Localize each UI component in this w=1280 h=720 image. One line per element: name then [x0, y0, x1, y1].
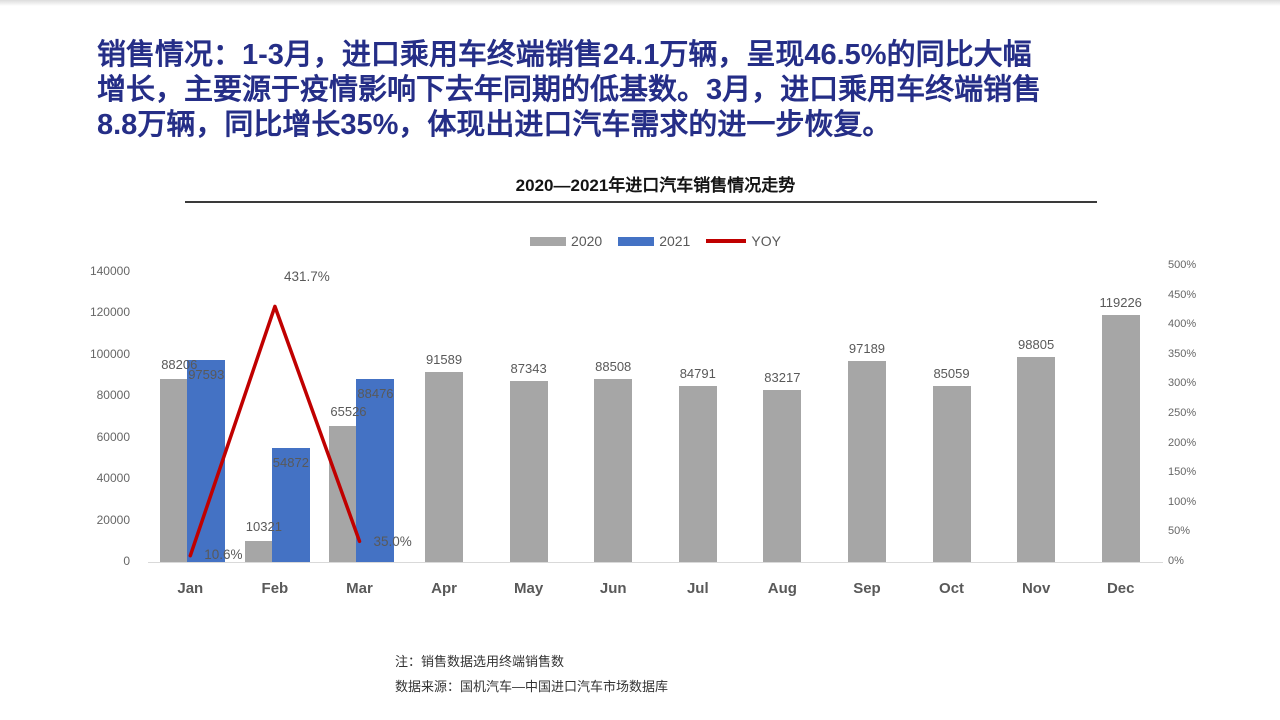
y-axis-tick-80000: 80000: [96, 388, 130, 403]
slide-top-shadow: [0, 0, 1280, 6]
headline-line-3: 8.8万辆，同比增长35%，体现出进口汽车需求的进一步恢复。: [97, 109, 892, 141]
bar-2020-jun: [594, 379, 633, 562]
x-axis-label-feb: Feb: [261, 580, 289, 597]
y2-axis-tick-250%: 250%: [1168, 407, 1197, 419]
bar-label-2021-jan: 97593: [188, 367, 225, 382]
bar-2020-jul: [678, 386, 717, 562]
y2-axis-tick-300%: 300%: [1168, 377, 1197, 390]
y2-axis-tick-150%: 150%: [1168, 466, 1197, 479]
legend-swatch-2021: [618, 236, 655, 246]
y-axis-tick-60000: 60000: [96, 429, 130, 444]
legend-item-2021: 2021: [618, 233, 690, 249]
headline-line-1: 销售情况：1-3月，进口乘用车终端销售24.1万辆，呈现46.5%的同比大幅: [97, 39, 1032, 71]
title-underline: [185, 201, 1097, 203]
bar-label-2020-nov: 98805: [1018, 337, 1055, 352]
y-axis-tick-40000: 40000: [96, 471, 130, 486]
bar-label-2020-sep: 97189: [848, 341, 886, 356]
x-axis-line: [148, 562, 1163, 563]
x-axis-label-sep: Sep: [853, 580, 881, 597]
bar-label-2020-oct: 85059: [933, 366, 970, 381]
legend-swatch-2020: [530, 236, 567, 246]
bar-label-2021-mar: 88476: [357, 386, 394, 401]
footnote-2: 数据来源：国机汽车—中国进口汽车市场数据库: [395, 679, 669, 694]
y2-axis-tick-450%: 450%: [1168, 288, 1197, 301]
y2-axis-tick-50%: 50%: [1168, 525, 1191, 538]
legend-label-2020: 2020: [571, 233, 603, 249]
y-axis-tick-100000: 100000: [89, 346, 130, 361]
yoy-label-feb: 431.7%: [283, 269, 330, 285]
legend-label-2021: 2021: [659, 233, 691, 249]
bar-label-2020-jun: 88508: [595, 359, 632, 374]
x-axis-label-apr: Apr: [431, 580, 457, 597]
y2-axis-tick-500%: 500%: [1168, 259, 1197, 271]
bar-label-2020-mar: 65526: [330, 404, 367, 419]
bar-label-2020-aug: 83217: [764, 370, 801, 385]
x-axis-label-mar: Mar: [346, 580, 373, 597]
x-axis-label-jun: Jun: [599, 580, 627, 597]
y2-axis-tick-400%: 400%: [1168, 318, 1197, 331]
x-axis-label-jan: Jan: [177, 580, 204, 597]
bar-2020-apr: [425, 372, 464, 562]
bar-label-2020-jul: 84791: [679, 366, 716, 381]
yoy-label-mar: 35.0%: [373, 534, 412, 550]
bar-2021-jan: [187, 360, 226, 562]
legend-line-yoy: [706, 239, 747, 243]
legend-label-yoy: YOY: [751, 233, 781, 249]
bar-2020-dec: [1101, 315, 1140, 562]
x-axis-label-jul: Jul: [686, 580, 709, 597]
x-axis-label-aug: Aug: [767, 580, 797, 597]
bar-2020-may: [509, 381, 548, 562]
x-axis-label-may: May: [514, 580, 544, 597]
bar-2020-nov: [1017, 357, 1056, 562]
bar-2020-aug: [763, 390, 802, 562]
y-axis-tick-140000: 140000: [89, 264, 130, 278]
y2-axis-tick-0%: 0%: [1168, 555, 1184, 567]
y-axis-tick-0: 0: [123, 554, 130, 568]
x-axis-label-nov: Nov: [1021, 580, 1051, 597]
y2-axis-tick-100%: 100%: [1168, 495, 1197, 508]
bar-label-2020-jan: 88206: [161, 357, 198, 372]
y2-axis-tick-200%: 200%: [1168, 436, 1197, 449]
bar-label-2021-feb: 54872: [272, 455, 309, 470]
bar-2021-mar: [356, 379, 395, 562]
bar-label-2020-feb: 10321: [245, 519, 282, 534]
bar-2020-oct: [932, 386, 971, 562]
x-axis-label-dec: Dec: [1106, 580, 1135, 597]
yoy-label-jan: 10.6%: [204, 546, 243, 562]
chart-legend: 2020 2021 YOY: [148, 233, 1163, 249]
headline: 销售情况：1-3月，进口乘用车终端销售24.1万辆，呈现46.5%的同比大幅 增…: [97, 38, 1202, 143]
chart-title: 2020—2021年进口汽车销售情况走势: [515, 176, 796, 195]
footnote-1: 注：销售数据选用终端销售数: [395, 654, 565, 669]
y-axis-tick-20000: 20000: [96, 512, 130, 527]
headline-line-2: 增长，主要源于疫情影响下去年同期的低基数。3月，进口乘用车终端销售: [97, 74, 1042, 106]
bar-label-2020-apr: 91589: [425, 352, 463, 367]
bar-label-2020-dec: 119226: [1099, 295, 1142, 310]
x-axis-label-oct: Oct: [939, 580, 965, 597]
y-axis-tick-120000: 120000: [89, 305, 130, 320]
bar-2020-sep: [847, 361, 886, 562]
legend-item-2020: 2020: [530, 233, 602, 249]
bar-label-2020-may: 87343: [510, 361, 547, 376]
y2-axis-tick-350%: 350%: [1168, 347, 1197, 360]
legend-item-yoy: YOY: [706, 233, 781, 249]
